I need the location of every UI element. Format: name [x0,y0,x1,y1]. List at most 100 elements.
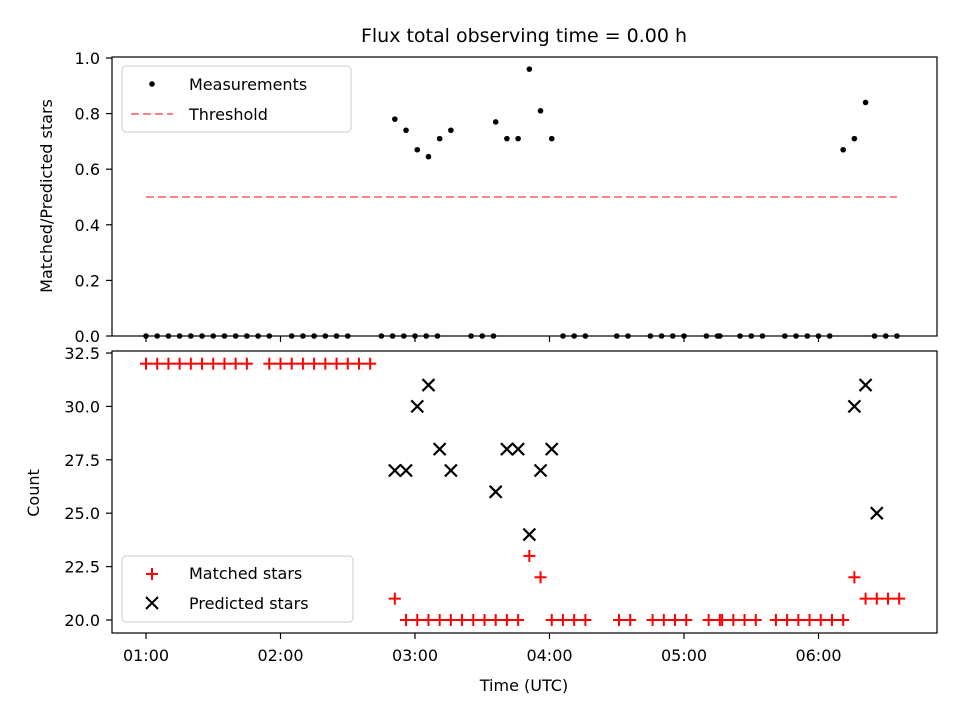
matched-star-point [285,357,298,370]
matched-star-point [240,357,253,370]
predicted-star-point [511,442,525,456]
matched-star-point [296,357,309,370]
measurement-point [537,108,544,114]
matched-star-point [612,614,625,626]
matched-star-point [837,614,850,626]
matched-star-point [388,592,401,605]
predicted-star-stroke-b [444,463,458,478]
matched-star-point [229,357,242,370]
measurement-point [737,333,743,339]
measurement-point [244,333,250,339]
matched-star-point [568,614,581,626]
measurement-point [300,333,306,339]
matched-star-point [859,592,872,605]
measurement-point [333,333,340,339]
matched-star-point [274,357,287,370]
measurement-point [840,146,846,153]
matched-star-point [781,614,794,626]
measurement-point [571,333,577,339]
bottom-y-tick-label: 32.5 [64,344,100,363]
matched-star-point [456,614,469,626]
top-legend-frame [121,65,352,133]
matched-star-point [218,357,231,370]
measurement-point [322,333,329,339]
matched-star-point [500,614,513,626]
measurement-point [344,333,351,339]
measurement-point [793,333,799,339]
top-y-tick-label: 0.2 [75,271,100,290]
measurement-point [759,333,766,339]
chart-title: Flux total observing time = 0.00 h [361,25,687,47]
matched-star-point [207,357,220,370]
legend-matched-label: Matched stars [189,564,302,583]
matched-star-point [319,357,332,370]
measurement-point [582,333,589,339]
measurement-point [436,135,443,142]
matched-star-point [870,592,883,605]
matched-star-point [140,357,152,370]
measurement-point [681,333,687,339]
measurement-point [468,333,474,339]
measurement-point [882,333,889,339]
matched-star-point [749,614,762,626]
x-tick-label: 04:00 [526,646,572,665]
predicted-star-stroke-b [432,442,447,456]
bottom-y-tick-label: 20.0 [64,611,100,630]
measurement-point [804,333,811,339]
legend-predicted-label: Predicted stars [189,594,309,613]
measurement-point [403,127,409,134]
measurement-point [448,127,454,134]
predicted-star-stroke-b [522,527,537,542]
measurement-point [143,333,149,339]
measurement-point [526,66,533,72]
measurement-point [154,333,161,339]
measurement-point [851,135,858,142]
matched-star-point [769,614,782,626]
matched-star-point [680,614,693,626]
matched-star-point [512,614,525,626]
matched-star-point [825,614,838,626]
matched-star-point [803,614,816,626]
measurement-point [826,333,833,339]
measurement-point [658,333,665,339]
legend-measurements-label: Measurements [189,75,307,94]
measurement-point [232,333,239,339]
predicted-star-point [870,506,884,520]
x-axis-label: Time (UTC) [479,676,568,695]
predicted-star-point [410,399,425,414]
matched-star-point [467,614,480,626]
measurement-point [188,333,194,339]
predicted-star-point [522,527,537,542]
matched-star-point [489,614,502,626]
predicted-star-stroke-b [511,442,525,456]
measurement-point [871,333,878,339]
predicted-star-stroke-b [421,378,436,392]
top-y-tick-label: 0.8 [75,105,100,124]
predicted-star-stroke-b [500,442,514,456]
top-y-tick-label: 0.6 [75,160,100,179]
matched-star-point [848,571,861,584]
measurement-point [560,333,566,339]
matched-star-point [263,357,276,370]
measurement-point [815,333,822,339]
legend-measurement-marker [149,81,155,87]
measurement-point [862,99,869,106]
measurement-point [748,333,755,339]
predicted-star-stroke-b [410,399,425,414]
matched-star-point [433,614,446,626]
predicted-star-stroke-b [388,463,402,478]
measurement-point [669,333,676,339]
matched-star-point [151,357,164,370]
measurement-point [378,333,385,339]
predicted-star-stroke-b [399,463,413,478]
measurement-point [400,333,407,339]
matched-star-point [579,614,592,626]
top-y-tick-label: 0.0 [75,327,100,346]
measurement-point [165,333,172,339]
measurement-point [613,333,620,339]
matched-star-point [184,357,197,370]
bottom-y-axis-label: Count [24,469,43,517]
bottom-y-tick-label: 25.0 [64,504,100,523]
x-tick-label: 06:00 [795,646,841,665]
